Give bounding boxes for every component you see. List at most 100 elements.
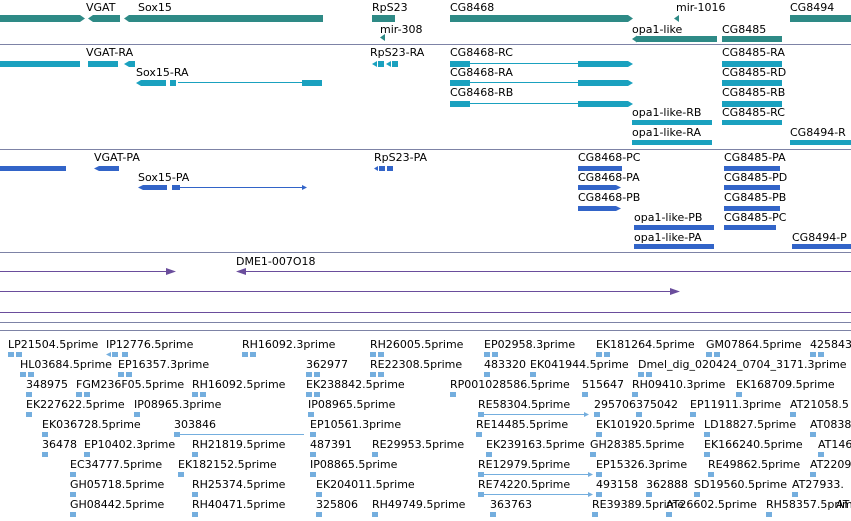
est-label: EK182152.5prime [178,458,277,471]
gene-feature[interactable] [0,15,851,44]
est-label: RE74220.5prime [478,478,571,491]
est-label: AT0838 [810,418,851,431]
protein-label: CG8485-PD [724,171,788,184]
est-feature[interactable] [0,331,851,521]
est-label: RH49749.5prime [372,498,466,511]
protein-label: Sox15-PA [138,171,190,184]
transcript-label: opa1-like-RA [632,126,701,139]
est-label: SD19560.5prime [694,478,787,491]
est-label: 36478 [42,438,77,451]
est-label: EK239163.5prime [486,438,585,451]
est-label: IP12776.5prime [106,338,194,351]
est-label: RE29953.5prime [372,438,465,451]
est-label: GM07864.5prime [706,338,802,351]
est-label: RP001028586.5prime [450,378,570,391]
protein-label: CG8468-PB [578,191,641,204]
transcript-feature[interactable] [0,45,851,149]
est-label: 425843 [810,338,851,351]
gene-label: opa1-like [632,23,683,36]
track-separator [0,330,851,331]
protein-track: VGAT-PA Sox15-PA RpS23-PA CG8468-PC CG84… [0,150,851,252]
transcript-label: RpS23-RA [370,46,425,59]
est-label: 348975 [26,378,68,391]
transcript-label: CG8485-RA [722,46,785,59]
protein-label: CG8468-PA [578,171,640,184]
est-label: EK166240.5prime [704,438,803,451]
est-label: RH16092.5prime [192,378,286,391]
est-label: RH58357.5prime [766,498,851,511]
transcript-label: CG8468-RA [450,66,513,79]
gene-label: VGAT [86,1,116,14]
protein-feature[interactable] [0,150,851,252]
est-label: RE12979.5prime [478,458,571,471]
est-label: GH28385.5prime [590,438,685,451]
protein-label: CG8494-P [792,231,847,244]
est-label: RE14485.5prime [476,418,569,431]
est-label: IP08965.5prime [308,398,396,411]
est-label: 493158 [596,478,638,491]
est-label: EP10561.3prime [310,418,402,431]
est-label: RE49862.5prime [708,458,801,471]
est-label: RH25374.5prime [192,478,286,491]
est-label: RH21819.5prime [192,438,286,451]
est-label: EP15326.3prime [596,458,688,471]
est-label: Dmel_dig_020424_0704_3171.3prime [638,358,847,371]
transcript-label: CG8485-RC [722,106,785,119]
est-label: RE39389.5prime [592,498,685,511]
protein-label: CG8485-PB [724,191,787,204]
est-label: RH40471.5prime [192,498,286,511]
transcript-label: VGAT-RA [86,46,134,59]
est-label: EP11911.3prime [690,398,782,411]
est-label: EK238842.5prime [306,378,405,391]
protein-label: VGAT-PA [94,151,140,164]
est-label: 362977 [306,358,348,371]
est-label: LP21504.5prime [8,338,99,351]
est-label: 325806 [316,498,358,511]
est-label: LD18827.5prime [704,418,797,431]
est-label: 483320 [484,358,526,371]
gene-label: mir-1016 [676,1,726,14]
transcript-label: CG8468-RB [450,86,514,99]
gene-track: VGAT Sox15 RpS23 mir-308 CG8468 mir-1016… [0,0,851,44]
est-label: AT146 [818,438,851,451]
est-label: AT22092. [810,458,851,471]
est-label: HL03684.5prime [20,358,112,371]
est-label: FGM236F05.5prime [76,378,185,391]
est-label: 375042 [636,398,678,411]
est-label: RE22308.5prime [370,358,463,371]
est-label: EK036728.5prime [42,418,141,431]
est-label: IP08965.3prime [134,398,222,411]
est-label: EP16357.3prime [118,358,210,371]
transcript-label: opa1-like-RB [632,106,702,119]
est-track: LP21504.5prime IP12776.5prime RH16092.3p… [0,331,851,521]
track-separator [0,322,851,323]
est-label: RH09410.3prime [632,378,726,391]
est-label: 295706 [594,398,636,411]
gene-label: CG8494 [790,1,835,14]
est-label: 303846 [174,418,216,431]
transcript-track: VGAT-RA Sox15-RA RpS23-RA CG8468-RC CG84… [0,45,851,149]
est-label: EK101920.5prime [596,418,695,431]
est-label: 363763 [490,498,532,511]
est-label: 515647 [582,378,624,391]
est-label: 487391 [310,438,352,451]
est-label: GH08442.5prime [70,498,165,511]
gene-label: CG8468 [450,1,495,14]
est-label: RH26005.5prime [370,338,464,351]
est-label: EK168709.5prime [736,378,835,391]
est-label: EP10402.3prime [84,438,176,451]
est-label: RE58304.5prime [478,398,571,411]
est-label: 362888 [646,478,688,491]
track-separator [0,252,851,253]
est-label: AT27933. [792,478,844,491]
gene-label: CG8485 [722,23,767,36]
transcript-label: CG8468-RC [450,46,513,59]
est-label: EK181264.5prime [596,338,695,351]
est-label: EK204011.5prime [316,478,415,491]
alignment-track: DME1-007O18 [0,253,851,322]
protein-label: opa1-like-PA [634,231,702,244]
alignment-feature[interactable] [0,253,851,322]
transcript-label: CG8485-RB [722,86,786,99]
gene-label: Sox15 [138,1,172,14]
